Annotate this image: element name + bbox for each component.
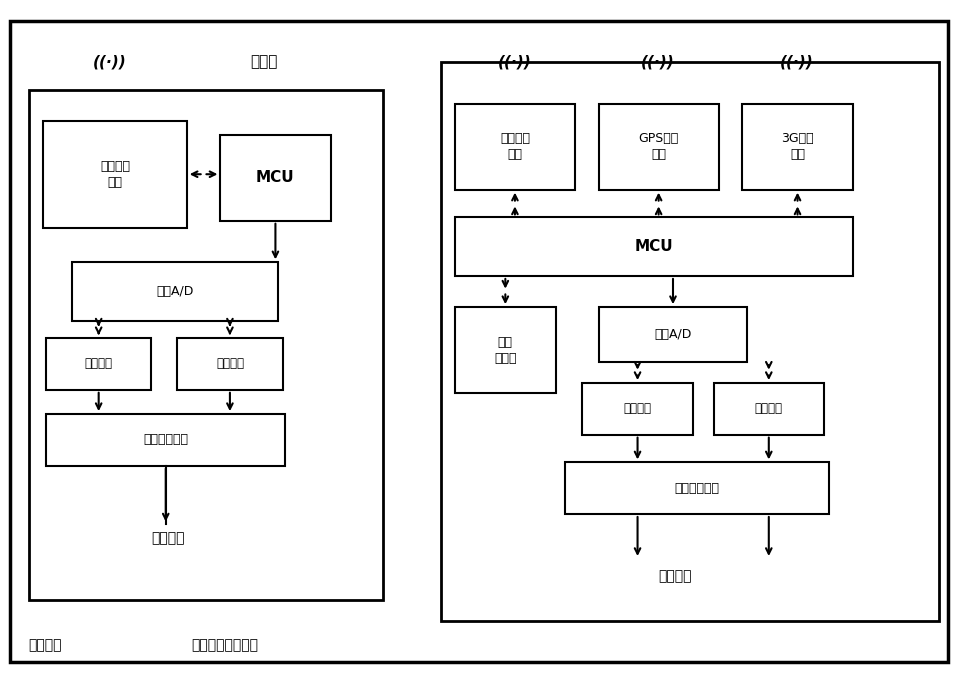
Bar: [46, 414, 285, 466]
Bar: [714, 383, 824, 435]
Text: 无线端: 无线端: [250, 55, 277, 70]
Text: 采集通道接口: 采集通道接口: [674, 482, 719, 495]
Text: 检测现场: 检测现场: [29, 638, 62, 652]
Text: 调理模块: 调理模块: [216, 357, 244, 371]
Text: 采集通道接口: 采集通道接口: [144, 433, 188, 446]
Bar: [220, 135, 331, 221]
Bar: [565, 462, 829, 514]
Text: MCU: MCU: [634, 239, 673, 254]
Text: 调理模块: 调理模块: [624, 402, 651, 415]
Text: 基桩低应变采集仪: 基桩低应变采集仪: [192, 638, 259, 652]
Text: 双路A/D: 双路A/D: [654, 328, 692, 341]
Text: 接传感器: 接传感器: [151, 531, 184, 545]
Bar: [599, 307, 747, 362]
Text: 双路A/D: 双路A/D: [156, 285, 194, 298]
Bar: [455, 104, 575, 190]
Bar: [72, 262, 278, 321]
Bar: [599, 104, 718, 190]
Bar: [441, 62, 939, 621]
Text: 触摸
显示屏: 触摸 显示屏: [494, 335, 516, 365]
Bar: [29, 90, 383, 600]
Text: ((·)): ((·)): [93, 55, 127, 70]
Text: 局域通信
模块: 局域通信 模块: [100, 159, 130, 189]
Bar: [43, 121, 187, 228]
Text: 接传感器: 接传感器: [659, 569, 692, 583]
Bar: [742, 104, 853, 190]
Text: 3G通信
模块: 3G通信 模块: [781, 132, 814, 161]
Bar: [46, 338, 151, 390]
Text: ((·)): ((·)): [780, 55, 814, 70]
Bar: [455, 217, 853, 276]
Bar: [177, 338, 283, 390]
Text: GPS定位
模块: GPS定位 模块: [638, 132, 679, 161]
Text: 调理模块: 调理模块: [755, 402, 783, 415]
Text: ((·)): ((·)): [497, 55, 532, 70]
Text: MCU: MCU: [256, 170, 295, 185]
Bar: [582, 383, 693, 435]
Text: 调理模块: 调理模块: [84, 357, 113, 371]
Bar: [455, 307, 556, 393]
Text: ((·)): ((·)): [641, 55, 675, 70]
Text: 局域通信
模块: 局域通信 模块: [500, 132, 530, 161]
